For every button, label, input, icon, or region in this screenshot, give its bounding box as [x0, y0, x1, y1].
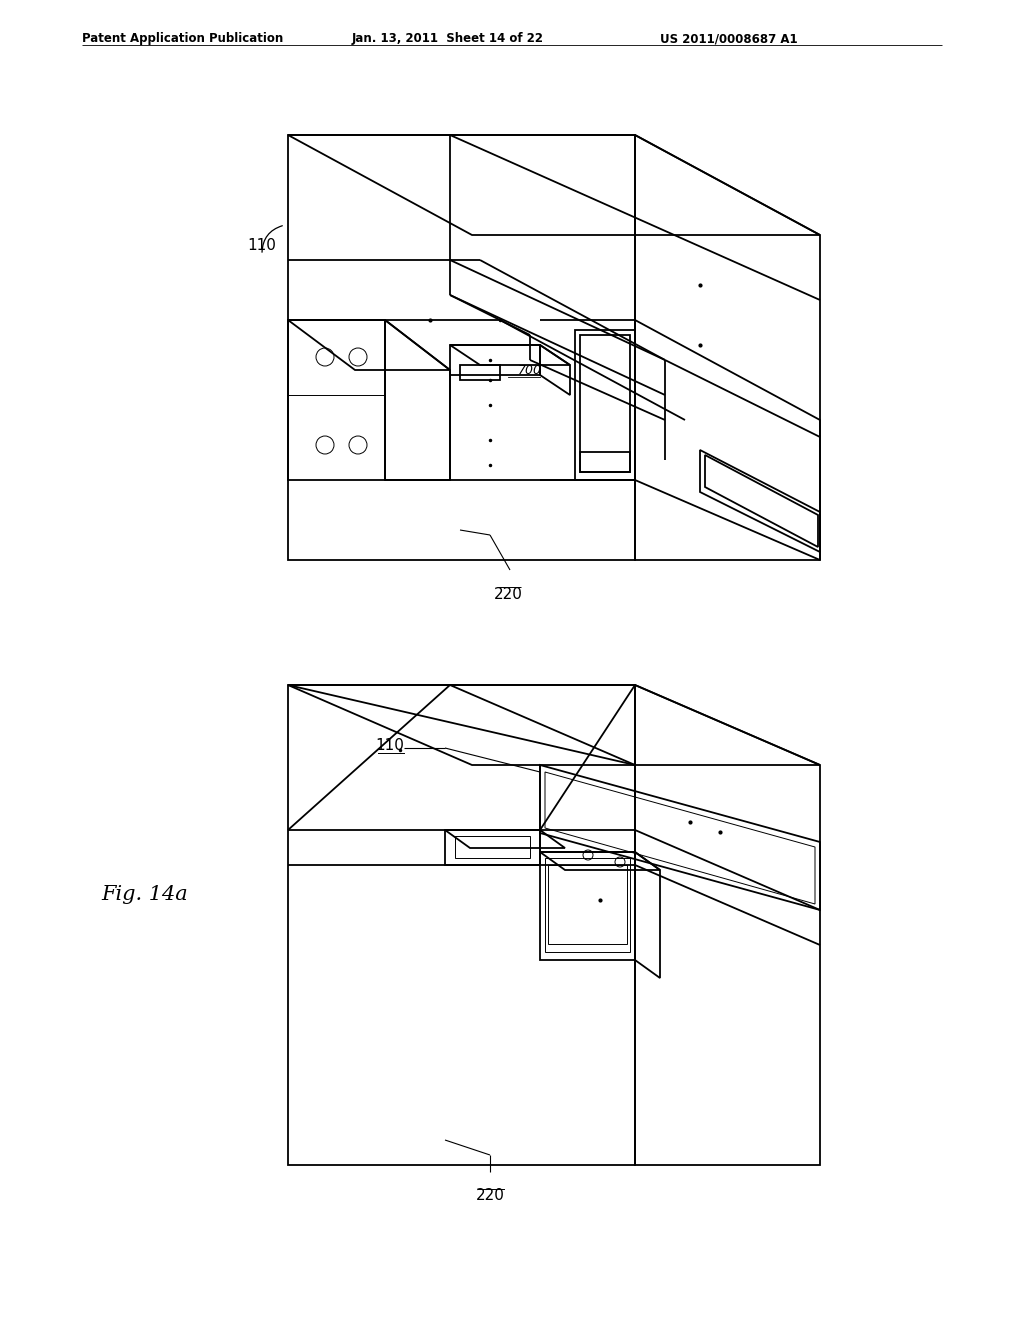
FancyArrowPatch shape — [262, 226, 283, 252]
Text: Fig. 14a: Fig. 14a — [101, 886, 188, 904]
Text: 220: 220 — [475, 1188, 505, 1203]
Text: 110: 110 — [248, 238, 276, 252]
Text: 110: 110 — [376, 738, 404, 752]
Text: 700: 700 — [518, 363, 542, 376]
Text: US 2011/0008687 A1: US 2011/0008687 A1 — [660, 32, 798, 45]
Text: 220: 220 — [494, 587, 522, 602]
Text: Jan. 13, 2011  Sheet 14 of 22: Jan. 13, 2011 Sheet 14 of 22 — [352, 32, 544, 45]
Text: Patent Application Publication: Patent Application Publication — [82, 32, 284, 45]
